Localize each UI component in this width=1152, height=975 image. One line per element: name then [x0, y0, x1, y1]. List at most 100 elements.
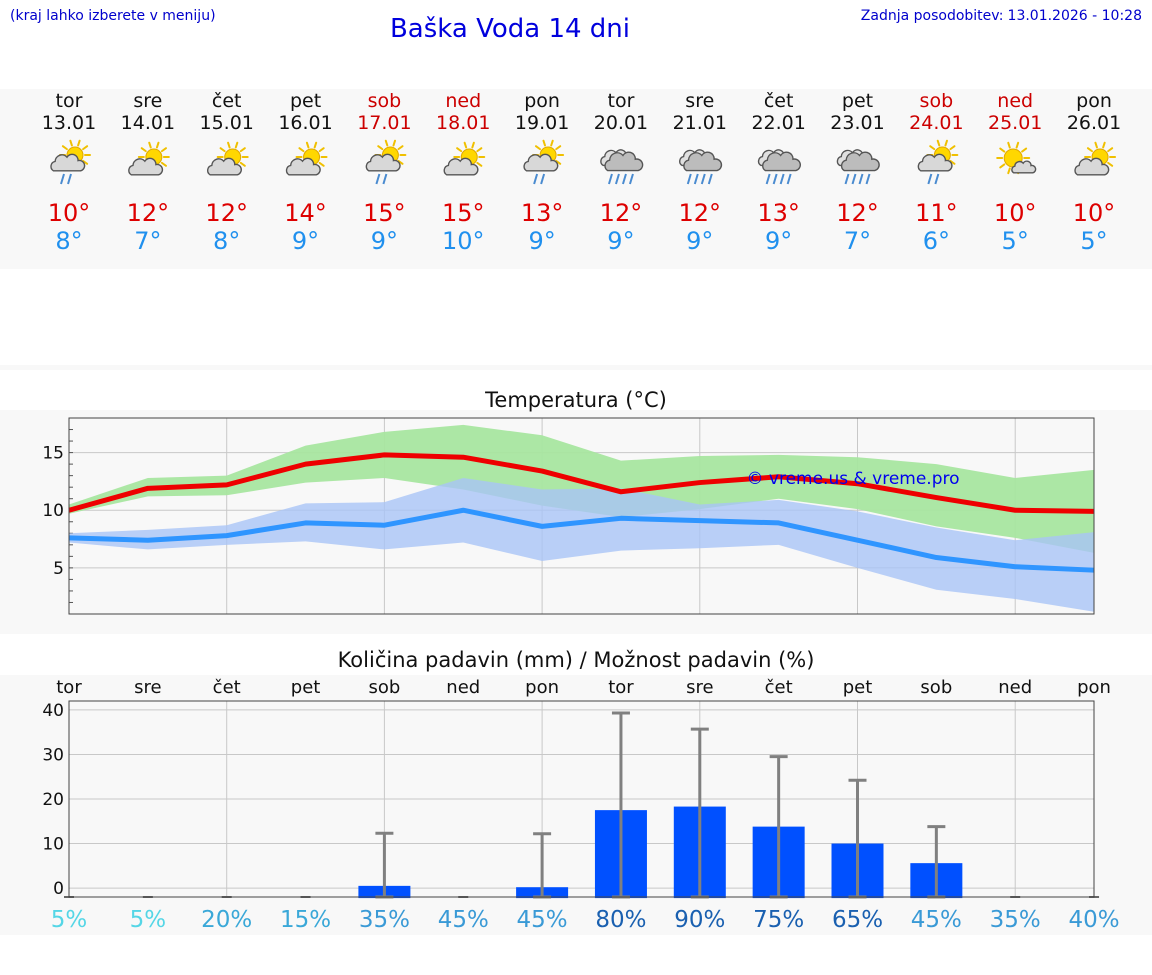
sun-ray	[61, 145, 68, 151]
x-category-label: sre	[686, 677, 713, 698]
x-category-label: tor	[56, 677, 82, 698]
sun-cloud-icon	[206, 141, 249, 176]
day-date: 15.01	[199, 112, 253, 134]
sun-ray	[929, 145, 936, 151]
sun-ray	[476, 161, 483, 167]
x-category-label: sob	[368, 677, 400, 698]
cloud-rain-icon	[679, 149, 723, 185]
sun-ray	[219, 147, 226, 153]
sun-small-cloud-icon	[996, 141, 1037, 175]
precipitation-probability: 5%	[51, 907, 88, 933]
day-name: čet	[764, 90, 794, 112]
sun-ray	[160, 161, 167, 167]
sun-ray	[234, 141, 239, 149]
day-name: pet	[842, 90, 873, 112]
sun-ray	[456, 147, 463, 153]
sun-ray	[1094, 141, 1098, 149]
sun-ray	[377, 145, 384, 151]
day-date: 21.01	[673, 112, 727, 134]
temperature-chart-title: Temperatura (°C)	[485, 388, 667, 412]
sun-ray	[1107, 147, 1114, 153]
max-temperature-line	[68, 452, 1095, 514]
sun-ray	[77, 139, 81, 147]
sun-cloud-rain-icon	[523, 139, 565, 185]
rain-drop	[927, 173, 933, 185]
last-update: Zadnja posodobitev: 13.01.2026 - 10:28	[861, 8, 1142, 24]
sun-ray	[999, 147, 1006, 153]
sun-ray	[140, 147, 147, 153]
y-tick-label: 10	[42, 501, 64, 521]
x-category-label: pet	[291, 677, 321, 698]
cloud-shape	[683, 151, 723, 172]
min-temperature: 7°	[844, 227, 871, 255]
day-name: pet	[290, 90, 321, 112]
max-temperature: 10°	[1073, 199, 1116, 227]
sun-ray	[555, 145, 562, 151]
cloud-shape	[443, 157, 479, 176]
sun-ray	[999, 163, 1006, 169]
precipitation-probability: 90%	[674, 907, 725, 933]
sun-ray	[936, 139, 941, 147]
cloud-shape	[206, 157, 242, 176]
cloud-rain-icon	[757, 149, 801, 185]
x-category-label: čet	[765, 677, 793, 698]
cloud-shape	[1011, 160, 1037, 174]
sun-ray	[397, 145, 404, 151]
sun-ray	[534, 145, 542, 151]
sun-ray	[69, 139, 73, 147]
sun-ray	[392, 139, 397, 147]
min-temperature: 10°	[442, 227, 485, 255]
x-category-label: pon	[525, 677, 559, 698]
precipitation-probability: 35%	[359, 907, 410, 933]
cloud-shape	[1074, 157, 1110, 176]
sun-ray	[944, 139, 948, 147]
sun-cloud-rain-icon	[917, 139, 959, 185]
min-temperature: 6°	[923, 227, 950, 255]
day-name: ned	[445, 90, 481, 112]
min-temperature-line	[68, 507, 1095, 573]
precipitation-chart-title: Količina padavin (mm) / Možnost padavin …	[337, 648, 815, 672]
watermark: © vreme.us & vreme.pro	[746, 469, 959, 489]
day-name: sre	[685, 90, 714, 112]
sun-ray	[1021, 147, 1028, 153]
cloud-shape	[917, 153, 953, 172]
min-temperature: 9°	[528, 227, 555, 255]
precipitation-probability: 45%	[438, 907, 489, 933]
cloud-shape	[762, 151, 801, 172]
sun-ray	[949, 159, 956, 165]
forecast-strip: tor13.0110°8°sre14.0112°7°čet15.0112°8°p…	[42, 90, 1121, 255]
sun-ray	[1007, 167, 1011, 175]
rain-drop	[614, 173, 620, 185]
min-temperature: 9°	[607, 227, 634, 255]
rain-drop	[628, 173, 634, 185]
cloud-shape	[50, 153, 86, 172]
cloud-shape	[523, 153, 559, 172]
rain-drop	[382, 173, 388, 185]
max-temperature-range-band	[69, 424, 1095, 553]
cloud-shape	[128, 157, 164, 176]
sun-ray	[949, 145, 956, 151]
sun-ray	[1086, 147, 1093, 153]
min-temperature-range-band	[69, 477, 1095, 612]
day-date: 24.01	[909, 112, 963, 134]
rain-drop	[60, 173, 65, 185]
sun-ray	[471, 141, 475, 149]
y-tick-label: 40	[42, 701, 64, 721]
page-title: Baška Voda 14 dni	[389, 14, 631, 44]
x-category-label: sob	[920, 677, 952, 698]
sun-ray	[148, 141, 152, 149]
sun-cloud-icon	[128, 141, 170, 176]
max-temperature: 11°	[915, 199, 958, 227]
min-temperature: 7°	[134, 227, 161, 255]
day-date: 20.01	[594, 112, 648, 134]
sun-ray	[239, 161, 246, 167]
location-hint: (kraj lahko izberete v meniju)	[10, 8, 216, 24]
x-category-label: tor	[608, 677, 634, 698]
rain-drop	[67, 173, 72, 185]
day-date: 16.01	[278, 112, 332, 134]
rain-drop	[786, 173, 792, 185]
precipitation-probability: 45%	[911, 907, 962, 933]
cloud-shape	[604, 151, 644, 172]
